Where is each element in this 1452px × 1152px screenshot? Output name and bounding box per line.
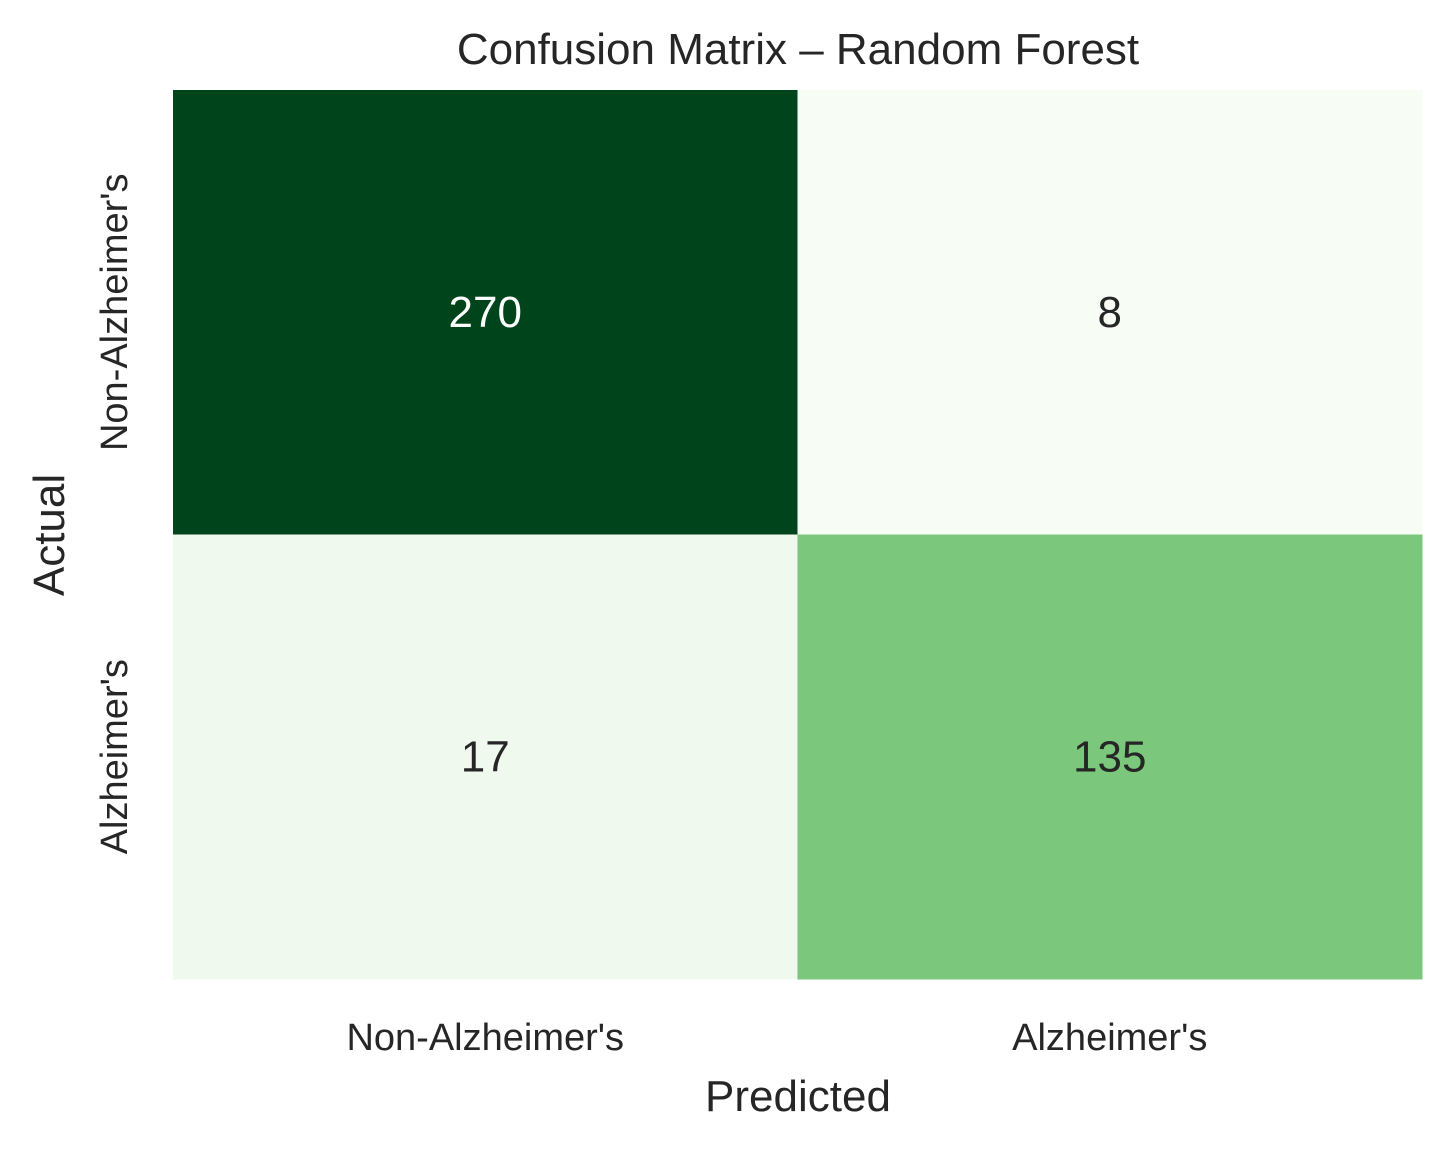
- heatmap-cell-labels: 270 8 17 135: [449, 288, 1147, 782]
- cell-value-r1-c0: 17: [461, 732, 510, 781]
- heatmap-cell-r1-c1: [797, 534, 1423, 980]
- y-axis-tick-labels: Non-Alzheimer's Alzheimer's: [94, 173, 136, 854]
- chart-title: Confusion Matrix – Random Forest: [457, 25, 1139, 74]
- x-tick-label-0: Non-Alzheimer's: [346, 1017, 624, 1059]
- y-tick-label-0: Non-Alzheimer's: [94, 173, 136, 451]
- heatmap-cell-r1-c0: [173, 534, 798, 980]
- heatmap-cell-r0-c1: [797, 90, 1423, 535]
- x-axis-tick-labels: Non-Alzheimer's Alzheimer's: [346, 1017, 1207, 1059]
- x-axis-label: Predicted: [705, 1072, 891, 1121]
- heatmap-cell-r0-c0: [173, 90, 798, 535]
- y-axis-label: Actual: [25, 474, 74, 596]
- cell-value-r0-c1: 8: [1098, 288, 1122, 337]
- y-tick-label-1: Alzheimer's: [94, 659, 136, 854]
- cell-value-r0-c0: 270: [449, 288, 522, 337]
- x-tick-label-1: Alzheimer's: [1012, 1017, 1207, 1059]
- heatmap-cells: [173, 90, 1423, 980]
- cell-value-r1-c1: 135: [1073, 732, 1146, 781]
